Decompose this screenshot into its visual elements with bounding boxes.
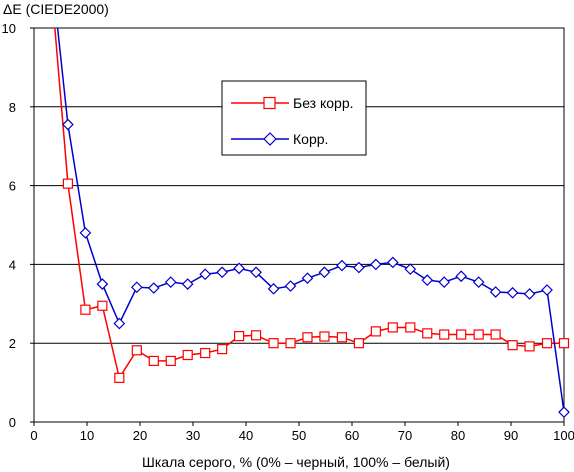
data-point <box>267 282 280 295</box>
data-point <box>438 276 451 288</box>
x-tick-label: 50 <box>292 428 306 443</box>
data-point <box>302 332 313 343</box>
y-tick-labels: 0 2 4 6 8 10 <box>2 21 16 430</box>
data-point <box>62 178 74 189</box>
data-point <box>130 281 143 294</box>
data-point <box>114 372 125 383</box>
legend: Без корр. Корр. <box>221 80 367 156</box>
data-point <box>301 272 314 285</box>
data-point <box>164 276 177 288</box>
x-tick-label: 20 <box>133 428 147 443</box>
series-layer <box>54 28 570 418</box>
data-point <box>79 227 92 239</box>
data-point <box>353 261 365 274</box>
data-point <box>284 280 297 292</box>
data-point <box>217 344 228 355</box>
grid-lines <box>34 27 564 344</box>
series-korr <box>56 28 564 413</box>
data-point <box>318 266 331 279</box>
data-point <box>370 326 381 337</box>
data-point <box>558 406 570 418</box>
data-point <box>421 274 434 287</box>
series-bez-korr <box>54 28 564 380</box>
data-point <box>250 330 262 341</box>
series-line <box>54 28 564 380</box>
data-point <box>319 331 330 342</box>
data-point <box>285 338 296 349</box>
y-tick-label: 0 <box>9 415 16 430</box>
data-point <box>472 276 485 288</box>
legend-marker-korr <box>263 132 277 146</box>
x-tick-label: 30 <box>186 428 200 443</box>
data-point <box>456 329 467 340</box>
legend-entry-bez-korr: Без корр. <box>231 95 354 111</box>
x-axis-label: Шкала серого, % (0% – черный, 100% – бел… <box>142 454 450 470</box>
data-point <box>181 278 194 290</box>
data-point <box>455 270 468 283</box>
y-axis-label: ΔE (CIEDE2000) <box>3 1 109 17</box>
y-tick-label: 4 <box>9 257 16 272</box>
legend-label-korr: Корр. <box>293 131 328 147</box>
x-tick-label: 40 <box>239 428 253 443</box>
data-point <box>404 263 417 275</box>
data-point <box>541 338 553 349</box>
data-point <box>80 304 91 315</box>
data-point <box>234 331 245 342</box>
y-tick-label: 2 <box>9 336 16 351</box>
data-point <box>489 286 502 298</box>
x-tick-label: 100 <box>553 428 574 443</box>
legend-entry-korr: Корр. <box>231 131 328 147</box>
x-tick-label: 90 <box>504 428 518 443</box>
data-point <box>473 329 484 340</box>
data-point <box>165 355 176 367</box>
data-point <box>558 338 570 349</box>
data-point <box>523 288 536 300</box>
data-point <box>148 355 159 367</box>
data-point <box>336 259 348 272</box>
data-point <box>200 347 211 359</box>
data-point <box>524 341 535 352</box>
x-tick-label: 70 <box>398 428 412 443</box>
y-tick-label: 8 <box>9 100 16 115</box>
x-tick-label: 0 <box>30 428 37 443</box>
data-point <box>62 118 74 131</box>
data-point <box>97 300 108 311</box>
data-point <box>216 266 228 279</box>
data-point <box>182 349 193 361</box>
data-point <box>268 338 279 349</box>
x-tick-label: 10 <box>80 428 94 443</box>
data-point <box>370 258 382 271</box>
data-point <box>96 278 109 290</box>
legend-box <box>221 80 367 156</box>
data-point <box>405 322 416 333</box>
data-point <box>490 329 501 340</box>
data-point <box>233 262 245 275</box>
series-line <box>56 28 564 413</box>
y-tick-label: 6 <box>9 179 16 194</box>
axes <box>30 27 565 426</box>
legend-marker-bez-korr <box>263 96 276 110</box>
data-point <box>506 286 519 299</box>
data-point <box>199 268 212 281</box>
data-point <box>387 322 398 333</box>
data-point <box>250 266 262 279</box>
data-point <box>336 332 348 343</box>
data-point <box>353 338 364 349</box>
data-point <box>541 284 553 296</box>
x-tick-label: 80 <box>451 428 465 443</box>
y-tick-label: 10 <box>2 21 16 36</box>
x-tick-label: 60 <box>345 428 359 443</box>
data-point <box>113 317 126 330</box>
data-point <box>386 256 399 269</box>
data-point <box>147 282 160 294</box>
x-tick-labels: 0 10 20 30 40 50 60 70 80 90 100 <box>30 428 574 443</box>
data-point <box>507 340 518 351</box>
data-point <box>131 345 142 356</box>
data-point <box>422 328 433 339</box>
legend-label-bez-korr: Без корр. <box>293 95 354 111</box>
data-point <box>439 329 450 340</box>
